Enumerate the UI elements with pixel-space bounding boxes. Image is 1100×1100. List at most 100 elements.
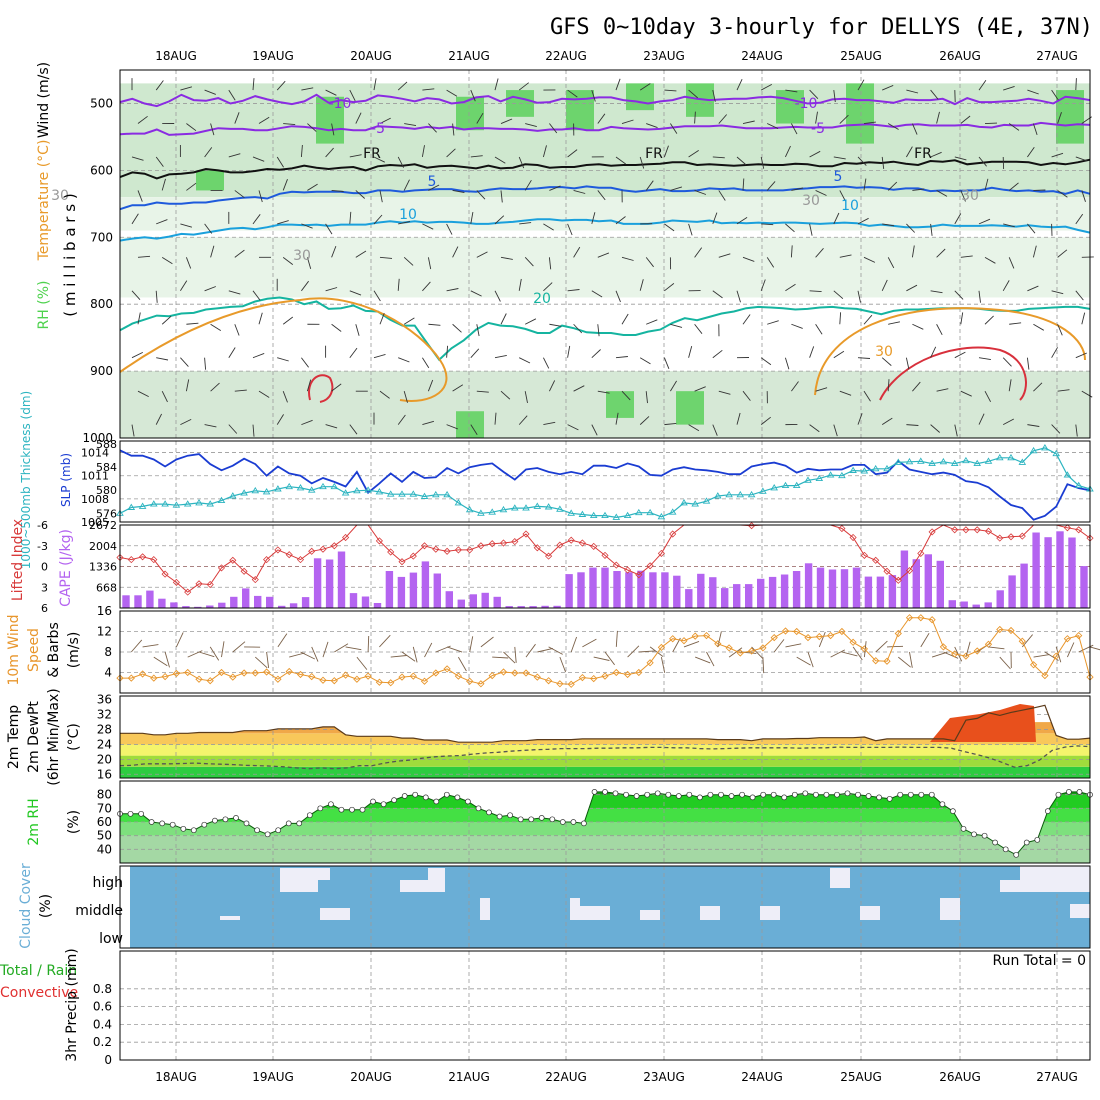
cape-bar xyxy=(134,595,142,608)
contour-label: -5 xyxy=(811,121,825,137)
wind-barb xyxy=(306,379,312,392)
wind-barb xyxy=(841,651,858,657)
wind-barb xyxy=(373,290,381,302)
wind-barb xyxy=(760,84,773,91)
lifted-point xyxy=(477,542,485,550)
cape-bar xyxy=(565,574,573,608)
wind-barb xyxy=(833,290,844,300)
thickness-point xyxy=(251,486,260,494)
rh-point xyxy=(370,798,376,805)
wind-barb xyxy=(930,346,937,358)
wind-barb xyxy=(567,289,580,292)
wind-barb xyxy=(228,89,236,101)
lifted-point xyxy=(567,536,575,544)
rh-point xyxy=(159,820,166,827)
wind-barb xyxy=(469,636,474,653)
wind-barb xyxy=(875,640,888,653)
wind-barb xyxy=(1057,324,1063,336)
wind-barb xyxy=(276,80,286,91)
wind-barb xyxy=(760,156,765,169)
wind-barb xyxy=(1057,190,1068,198)
cape-bar xyxy=(804,563,813,608)
wind-barb xyxy=(760,357,772,366)
wind-barb xyxy=(863,178,867,191)
wind-barb xyxy=(161,390,168,403)
cape-bar xyxy=(984,602,992,608)
cape-bar xyxy=(289,603,298,608)
wind-point xyxy=(646,659,654,667)
wind-barb xyxy=(379,634,391,648)
wind-point xyxy=(172,669,181,678)
wind-point xyxy=(1029,661,1038,669)
wind-barb xyxy=(597,190,606,201)
wind-barb xyxy=(663,357,670,369)
rh-point xyxy=(412,791,419,798)
cape-bar xyxy=(1008,575,1016,608)
contour-label: 30 xyxy=(51,188,69,204)
rh-point xyxy=(1066,789,1072,795)
rh-point xyxy=(1002,846,1009,853)
wind-barb xyxy=(500,118,513,124)
wind-barb xyxy=(549,323,562,327)
contour-label: 30 xyxy=(293,248,311,264)
temp-band xyxy=(120,766,1090,778)
rh-point xyxy=(1076,789,1083,795)
cape-bar xyxy=(146,590,154,608)
wind-barb xyxy=(638,650,655,653)
wind-barb xyxy=(999,656,1011,670)
rh-point xyxy=(665,791,672,798)
wind-barb xyxy=(785,283,796,292)
wind-barb xyxy=(470,89,476,102)
wind-barb xyxy=(833,156,846,160)
cape-bar xyxy=(673,575,681,608)
wind-barb xyxy=(300,651,315,660)
rh-point xyxy=(770,791,777,798)
cape-bar xyxy=(948,600,956,608)
wind-barb xyxy=(1027,223,1036,234)
wind-barb xyxy=(930,89,939,100)
rh-point xyxy=(602,789,608,795)
cape-bar xyxy=(876,576,885,608)
lifted-point xyxy=(443,547,451,555)
contour-30 xyxy=(119,297,448,402)
wind-barb xyxy=(137,312,141,325)
wind-barb xyxy=(252,78,255,91)
wind-barb xyxy=(301,87,314,91)
wind-barb xyxy=(887,379,890,392)
contour-FR xyxy=(119,158,1091,180)
contour-red xyxy=(308,374,334,403)
wind-barb xyxy=(736,79,743,91)
wind-barb xyxy=(796,656,811,666)
wind-barb xyxy=(1078,644,1094,653)
contour--10 xyxy=(119,93,1091,108)
wind-barb xyxy=(331,123,335,136)
cape-bar xyxy=(361,596,370,608)
rh-tick-label: 40 xyxy=(97,842,112,856)
wind-barb xyxy=(760,416,771,425)
cape-bar xyxy=(960,601,968,608)
wind-barb xyxy=(954,646,963,662)
wind-barb xyxy=(446,345,449,358)
cape-bar xyxy=(206,605,214,608)
contour-30 xyxy=(814,307,1086,396)
wind-barb xyxy=(567,424,579,431)
wind-barb xyxy=(446,646,463,653)
cloud-cell xyxy=(318,868,330,880)
rh-shading xyxy=(120,237,1090,298)
cloud-cell xyxy=(640,910,660,920)
rh-point xyxy=(296,820,303,827)
wind-barb xyxy=(422,281,431,292)
lifted-point xyxy=(917,549,925,557)
wind-barb xyxy=(542,357,550,369)
wind-barb xyxy=(1002,357,1012,367)
contour-red xyxy=(879,346,1027,401)
cape-bar xyxy=(325,559,334,608)
wind-barb xyxy=(664,223,675,232)
day-label-bottom: 22AUG xyxy=(545,1070,587,1084)
wind-barb xyxy=(857,79,865,91)
wind-barb xyxy=(458,656,467,672)
cape-tick-label: 1336 xyxy=(89,561,117,574)
thickness-point xyxy=(1074,481,1083,489)
cape-bar xyxy=(373,603,382,608)
wind-barb xyxy=(815,248,824,258)
